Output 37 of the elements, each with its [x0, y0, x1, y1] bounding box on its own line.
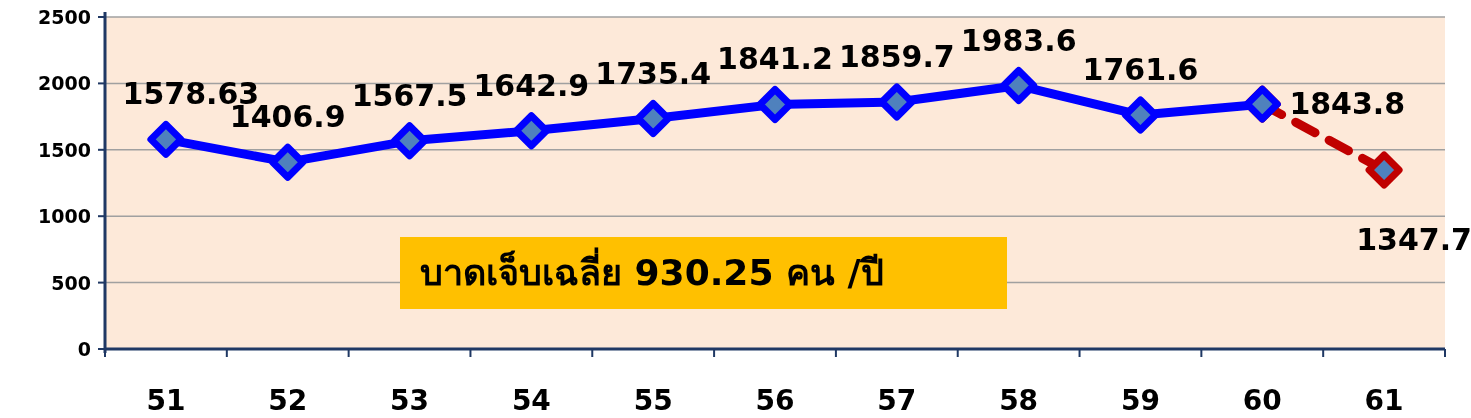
y-tick-label: 2500	[38, 6, 91, 28]
x-tick-label: 55	[633, 384, 673, 417]
x-tick-label: 52	[268, 384, 308, 417]
x-tick-label: 56	[755, 384, 795, 417]
data-label: 1761.6	[1082, 52, 1199, 88]
x-tick-label: 51	[146, 384, 186, 417]
point	[634, 100, 672, 138]
x-tick-label: 58	[999, 384, 1039, 417]
data-label: 1347.7	[1356, 222, 1471, 258]
data-label: 1859.7	[838, 39, 955, 75]
y-tick-label: 500	[51, 271, 91, 294]
annotation: บาดเจ็บเฉลี่ย 930.25 คน /ปี	[420, 247, 884, 293]
data-label: 1983.6	[960, 22, 1077, 58]
point	[269, 143, 307, 181]
x-tick-label: 59	[1120, 384, 1160, 417]
data-label: 1841.2	[717, 41, 833, 77]
x-tick-label: 53	[390, 384, 430, 417]
point	[512, 112, 550, 150]
data-label: 1567.5	[351, 77, 468, 113]
point	[1365, 151, 1403, 189]
y-tick-label: 2000	[38, 72, 91, 95]
data-label: 1735.4	[595, 55, 712, 91]
data-label: 1642.9	[473, 67, 590, 103]
y-tick-label: 1500	[38, 138, 91, 161]
y-tick-label: 1000	[38, 205, 91, 228]
point	[1121, 96, 1159, 134]
x-tick-label: 60	[1242, 384, 1282, 417]
point	[756, 85, 794, 123]
point	[391, 122, 429, 160]
point	[878, 83, 916, 121]
point	[1000, 67, 1038, 105]
data-label: 1843.8	[1289, 86, 1406, 122]
x-tick-label: 61	[1364, 384, 1404, 417]
y-tick-label: 0	[77, 338, 91, 360]
point	[147, 120, 185, 158]
x-tick-label: 54	[511, 384, 551, 417]
x-tick-label: 57	[877, 384, 917, 417]
